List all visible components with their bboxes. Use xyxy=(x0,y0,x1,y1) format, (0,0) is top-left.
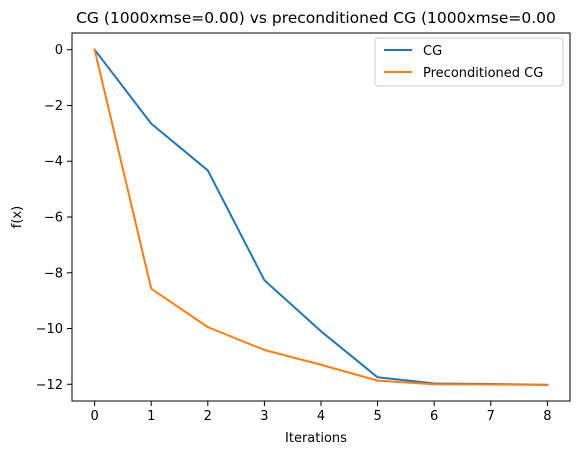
x-tick-label: 7 xyxy=(487,409,495,424)
y-axis: 0 −2 −4 −6 −8 −10 −12 xyxy=(36,43,72,393)
x-tick-label: 8 xyxy=(543,409,551,424)
x-axis-label: Iterations xyxy=(285,431,347,446)
y-tick-label: −2 xyxy=(44,99,63,114)
x-tick-label: 6 xyxy=(430,409,438,424)
y-tick-label: 0 xyxy=(55,43,63,58)
y-tick-label: −4 xyxy=(44,155,63,170)
x-tick-label: 3 xyxy=(260,409,268,424)
x-tick-label: 1 xyxy=(147,409,155,424)
y-tick-label: −6 xyxy=(44,211,63,226)
y-tick-label: −10 xyxy=(36,322,63,337)
chart-title: CG (1000xmse=0.00) vs preconditioned CG … xyxy=(76,9,556,27)
x-tick-label: 0 xyxy=(90,409,98,424)
legend-label-cg: CG xyxy=(423,44,442,59)
y-tick-label: −12 xyxy=(36,378,63,393)
x-tick-label: 4 xyxy=(317,409,325,424)
legend-label-preconditioned-cg: Preconditioned CG xyxy=(423,66,543,81)
x-tick-label: 5 xyxy=(373,409,381,424)
legend-frame xyxy=(374,37,564,87)
series-layer xyxy=(93,48,549,386)
x-axis: 0 1 2 3 4 5 6 7 8 xyxy=(90,401,552,424)
legend: CG Preconditioned CG xyxy=(374,37,564,87)
x-tick-label: 2 xyxy=(204,409,212,424)
y-axis-label: f(x) xyxy=(10,206,25,228)
plot-area xyxy=(72,33,570,401)
y-tick-label: −8 xyxy=(44,266,63,281)
